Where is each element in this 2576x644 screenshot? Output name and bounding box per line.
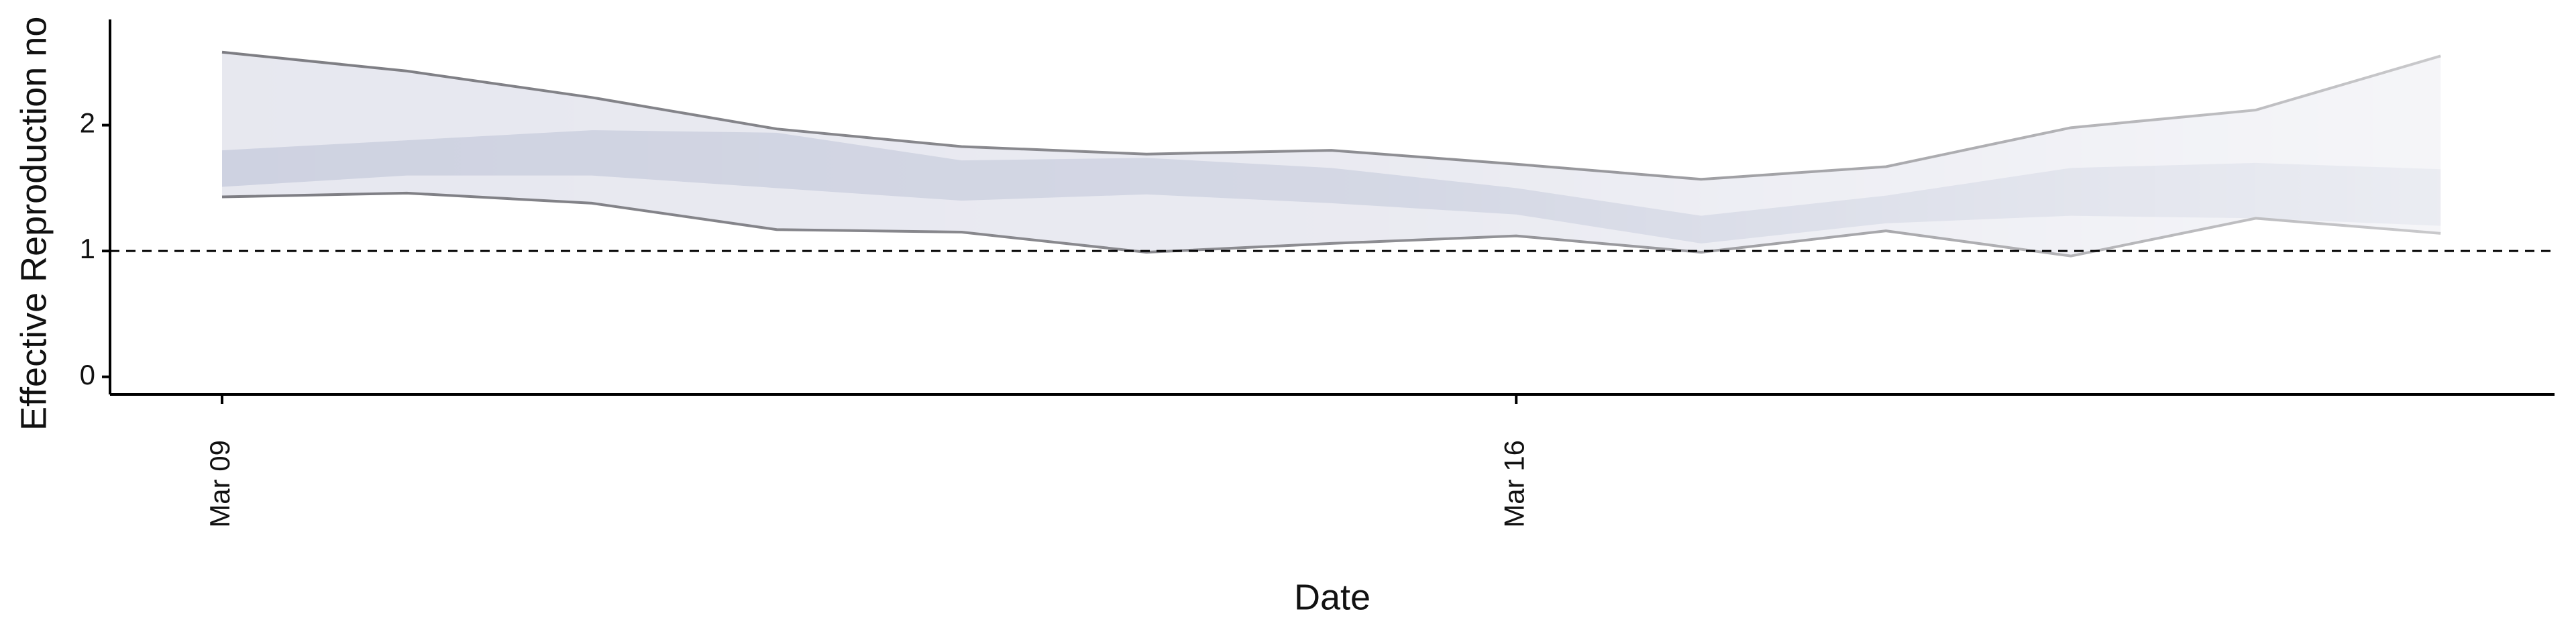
y-tick-label: 1 (80, 233, 95, 264)
x-tick-label: Mar 16 (1498, 440, 1529, 528)
bound-line (221, 191, 2441, 258)
x-axis-title: Date (1294, 577, 1371, 617)
data-layer (221, 50, 2441, 258)
y-tick-label: 2 (80, 107, 95, 139)
x-tick-label: Mar 09 (204, 440, 235, 528)
y-tick-label: 0 (80, 359, 95, 390)
inner-band (222, 130, 2441, 244)
bound-line (221, 50, 2441, 181)
y-axis-title: Effective Reproduction no (13, 17, 54, 431)
